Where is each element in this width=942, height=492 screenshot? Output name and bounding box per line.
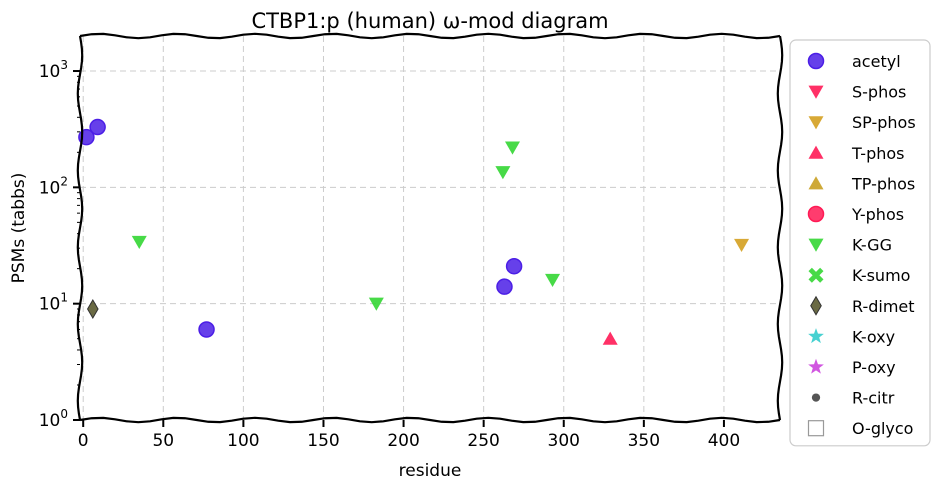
legend-marker-s-phos [808, 85, 824, 99]
x-tick-label: 300 [548, 431, 580, 451]
legend-label-t-phos: T-phos [851, 144, 905, 163]
legend-label-r-dimet: R-dimet [852, 297, 915, 316]
chart-title: CTBP1:p (human) ω-mod diagram [251, 9, 608, 33]
frame-bottom [79, 416, 781, 424]
data-points [78, 118, 750, 345]
y-axis-label: PSMs (tabbs) [9, 173, 29, 284]
legend-label-r-citr: R-citr [852, 389, 895, 408]
data-point-k-gg [368, 297, 384, 311]
data-point-sp-phos [734, 238, 750, 253]
grid [80, 36, 780, 420]
legend-marker-o-glyco [807, 420, 825, 437]
y-tick-label: 100 [39, 407, 68, 431]
frame-right [776, 35, 784, 421]
legend-marker-t-phos [808, 145, 824, 159]
data-point-r-dimet [86, 299, 99, 319]
data-point-t-phos [602, 331, 618, 345]
x-tick-label: 150 [307, 431, 339, 451]
legend-label-p-oxy: P-oxy [852, 358, 896, 377]
legend-marker-tp-phos [808, 176, 824, 190]
data-point-acetyl [496, 278, 513, 295]
x-axis-ticks: 0 50 100 150 200 250 300 350 400 [78, 420, 740, 451]
legend-label-k-sumo: K-sumo [852, 266, 910, 285]
x-axis-label: residue [399, 461, 462, 481]
legend-label-k-gg: K-GG [852, 236, 892, 255]
x-tick-label: 50 [152, 431, 174, 451]
legend-label-y-phos: Y-phos [851, 205, 904, 224]
data-point-k-gg [131, 235, 147, 249]
legend-marker-k-sumo [808, 267, 824, 283]
legend-label-tp-phos: TP-phos [851, 174, 915, 193]
plot-frame [76, 32, 784, 424]
data-point-k-gg [495, 166, 511, 180]
frame-top [79, 32, 781, 40]
legend-box [789, 39, 931, 447]
y-tick-label: 102 [39, 174, 68, 198]
data-point-acetyl [505, 257, 523, 275]
data-point-k-gg [504, 141, 520, 155]
legend-marker-sp-phos [808, 116, 824, 130]
legend-marker-p-oxy [808, 358, 824, 374]
data-point-acetyl [198, 321, 215, 338]
x-tick-label: 350 [628, 431, 660, 451]
legend-label-s-phos: S-phos [852, 83, 906, 102]
frame-left [76, 35, 84, 421]
y-axis-ticks: 100 101 102 103 [39, 58, 80, 431]
x-tick-label: 200 [387, 431, 419, 451]
x-tick-label: 0 [78, 431, 89, 451]
legend-label-sp-phos: SP-phos [852, 113, 916, 132]
legend-label-o-glyco: O-glyco [852, 419, 913, 438]
legend-label-k-oxy: K-oxy [852, 327, 895, 346]
x-tick-label: 100 [227, 431, 259, 451]
y-tick-label: 103 [39, 58, 68, 82]
legend-marker-acetyl [807, 52, 825, 70]
y-tick-label: 101 [39, 291, 68, 315]
x-tick-label: 400 [708, 431, 740, 451]
legend-marker-k-oxy [808, 328, 824, 344]
legend-marker-r-citr [811, 393, 821, 402]
data-point-acetyl [89, 118, 106, 136]
legend: acetyl S-phos SP-phos T-phos TP-phos Y-phos K-… [789, 39, 931, 447]
legend-marker-r-dimet [810, 295, 822, 316]
legend-label-acetyl: acetyl [852, 52, 901, 71]
legend-marker-k-gg [808, 238, 824, 252]
x-tick-label: 250 [467, 431, 499, 451]
data-point-k-gg [545, 273, 561, 288]
legend-marker-y-phos [807, 205, 825, 223]
